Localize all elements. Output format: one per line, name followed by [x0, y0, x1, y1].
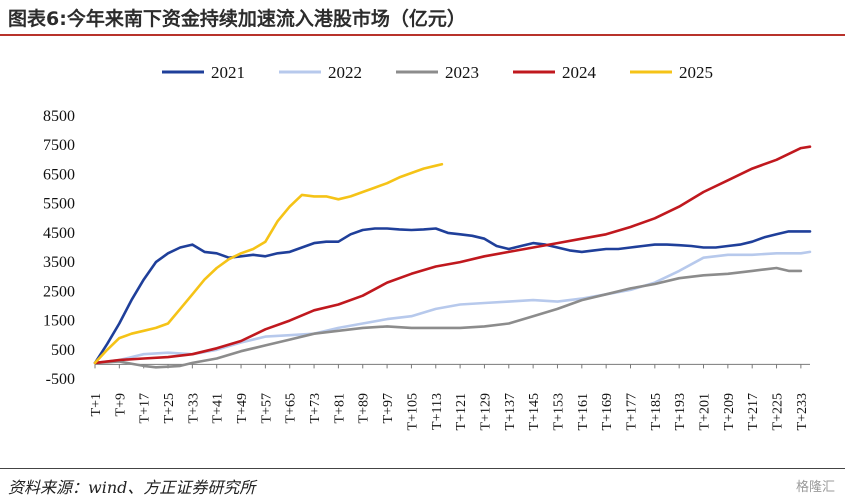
- x-tick-label: T+169: [600, 393, 615, 430]
- x-tick-label: T+97: [381, 393, 396, 423]
- y-tick-label: 7500: [43, 137, 75, 154]
- series-line-2021: [93, 227, 812, 365]
- series-line-2024: [93, 145, 812, 365]
- y-tick-label: 6500: [43, 166, 75, 183]
- series-line-2025: [93, 162, 444, 365]
- source-note: 资料来源：wind、方正证券研究所: [8, 478, 256, 497]
- x-tick-label: T+25: [162, 393, 177, 423]
- x-tick-label: T+145: [527, 393, 542, 430]
- series-line-2022: [93, 250, 812, 365]
- x-tick-label: T+41: [211, 393, 226, 423]
- chart-title: 图表6:今年来南下资金持续加速流入港股市场（亿元）: [8, 8, 466, 30]
- y-tick-label: 3500: [43, 254, 75, 271]
- y-tick-label: 8500: [43, 108, 75, 125]
- legend-label-2025: 2025: [679, 63, 713, 82]
- x-tick-label: T+81: [332, 393, 347, 423]
- x-tick-label: T+65: [284, 393, 299, 423]
- x-tick-label: T+49: [235, 393, 250, 423]
- y-tick-label: 4500: [43, 225, 75, 242]
- x-tick-label: T+185: [649, 393, 664, 430]
- x-tick-label: T+73: [308, 393, 323, 423]
- x-tick-label: T+209: [722, 393, 737, 430]
- y-tick-label: -500: [46, 371, 75, 388]
- legend-label-2021: 2021: [211, 63, 245, 82]
- x-axis: T+1 T+9 T+17 T+25 T+33 T+41 T+49 T+57 T+65 T+73 T+…: [89, 363, 810, 430]
- x-tick-label: T+121: [454, 393, 469, 430]
- line-chart: 2021 2022 2023 2024 2025 8500 7500 6500 5500 450…: [43, 63, 812, 430]
- x-tick-label: T+177: [624, 393, 639, 430]
- x-tick-label: T+57: [259, 393, 274, 423]
- x-tick-label: T+225: [771, 393, 786, 430]
- y-axis: 8500 7500 6500 5500 4500 3500 2500 1500 500 -500: [43, 108, 75, 388]
- x-tick-label: T+33: [186, 393, 201, 423]
- x-tick-label: T+193: [673, 393, 688, 430]
- x-tick-label: T+105: [405, 393, 420, 430]
- footer-divider: [0, 468, 845, 469]
- y-tick-label: 1500: [43, 313, 75, 330]
- watermark: 格隆汇: [795, 480, 835, 495]
- x-tick-label: T+161: [576, 393, 591, 430]
- plot-lines: [93, 145, 812, 369]
- legend: 2021 2022 2023 2024 2025: [162, 63, 713, 82]
- x-tick-label: T+17: [138, 393, 153, 423]
- x-tick-label: T+89: [357, 393, 372, 423]
- y-tick-label: 500: [51, 342, 75, 359]
- y-tick-label: 5500: [43, 196, 75, 213]
- legend-label-2024: 2024: [562, 63, 597, 82]
- x-tick-label: T+201: [698, 393, 713, 430]
- x-tick-label: T+113: [430, 393, 445, 430]
- y-tick-label: 2500: [43, 283, 75, 300]
- series-line-2023: [93, 266, 803, 369]
- title-divider: [0, 34, 845, 36]
- x-tick-label: T+9: [113, 393, 128, 416]
- x-tick-label: T+137: [503, 393, 518, 430]
- x-tick-label: T+233: [795, 393, 810, 430]
- x-tick-label: T+1: [89, 393, 104, 416]
- x-tick-label: T+129: [478, 393, 493, 430]
- x-tick-label: T+217: [746, 393, 761, 430]
- x-tick-label: T+153: [551, 393, 566, 430]
- legend-label-2023: 2023: [445, 63, 479, 82]
- legend-label-2022: 2022: [328, 63, 362, 82]
